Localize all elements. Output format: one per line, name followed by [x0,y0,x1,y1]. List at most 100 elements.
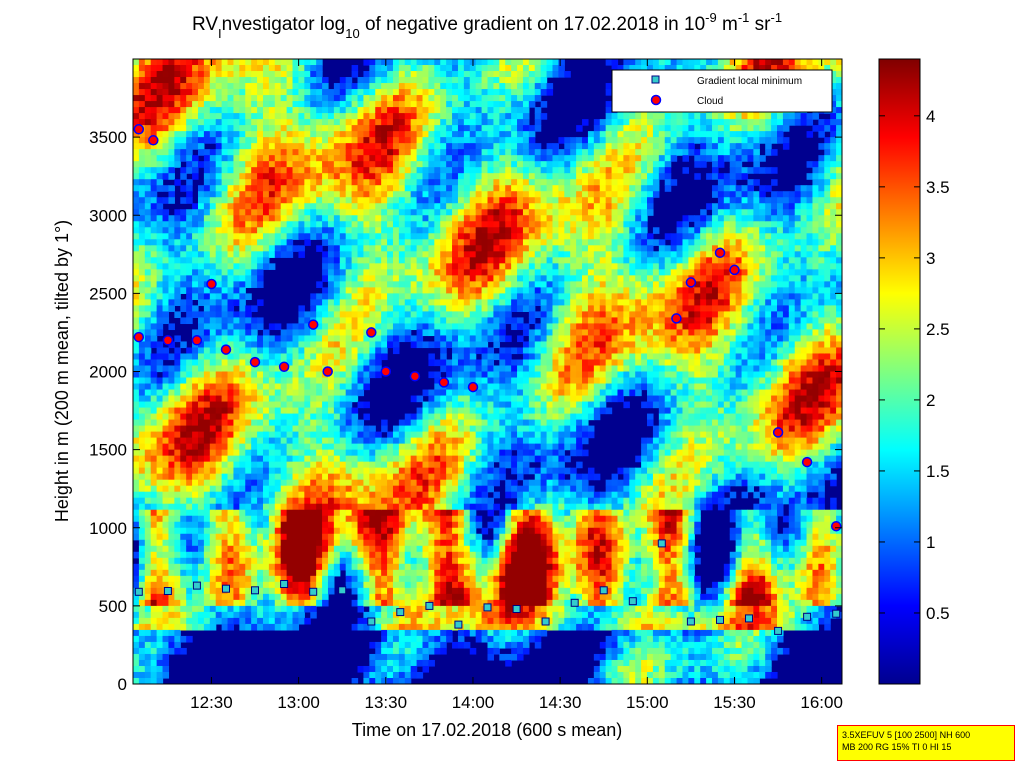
heatmap-cell [369,203,376,210]
heatmap-cell [339,95,347,102]
heatmap-cell [203,89,211,96]
heatmap-cell [156,185,164,192]
heatmap-cell [357,329,365,337]
heatmap-cell [369,557,376,565]
heatmap-cell [363,113,370,120]
heatmap-cell [245,581,252,589]
heatmap-cell [310,227,317,234]
heatmap-cell [452,293,459,300]
heatmap-cell [186,143,193,150]
heatmap-cell [168,617,175,625]
heatmap-cell [357,539,365,547]
heatmap-cell [280,155,288,162]
heatmap-cell [268,467,276,475]
heatmap-cell [333,557,341,565]
heatmap-cell [192,599,199,607]
heatmap-cell [369,149,376,156]
heatmap-cell [404,455,412,463]
heatmap-cell [375,449,382,457]
heatmap-cell [133,455,140,463]
heatmap-cell [221,419,229,427]
heatmap-cell [428,341,435,349]
heatmap-cell [398,599,406,607]
heatmap-cell [292,191,300,198]
heatmap-cell [162,401,170,409]
heatmap-cell [239,491,246,499]
heatmap-cell [446,83,453,90]
heatmap-cell [133,209,140,216]
heatmap-cell [156,665,164,673]
heatmap-cell [144,617,152,625]
heatmap-cell [150,119,158,126]
heatmap-cell [209,353,217,361]
heatmap-cell [209,389,217,397]
heatmap-cell [310,167,317,174]
heatmap-cell [292,137,300,144]
heatmap-cell [245,467,252,475]
heatmap-cell [268,419,276,427]
heatmap-cell [422,533,430,541]
heatmap-cell [387,287,394,294]
heatmap-cell [387,557,394,565]
heatmap-cell [327,179,335,186]
heatmap-cell [186,611,193,619]
heatmap-cell [434,383,441,391]
heatmap-cell [410,665,418,673]
heatmap-cell [150,227,158,234]
heatmap-cell [245,533,252,541]
heatmap-cell [233,431,240,439]
heatmap-cell [398,671,406,679]
heatmap-cell [257,215,264,222]
heatmap-cell [168,515,175,523]
heatmap-cell [156,293,164,300]
heatmap-cell [310,431,317,439]
heatmap-cell [162,515,170,523]
heatmap-cell [369,641,376,649]
heatmap-cell [363,431,370,439]
heatmap-cell [381,77,388,84]
heatmap-cell [274,83,282,90]
heatmap-cell [209,179,217,186]
heatmap-cell [351,239,359,246]
heatmap-cell [404,659,412,667]
heatmap-cell [298,467,305,475]
heatmap-cell [192,263,199,270]
heatmap-cell [322,401,329,409]
heatmap-cell [162,125,170,132]
heatmap-cell [168,275,175,282]
heatmap-cell [197,413,205,421]
heatmap-cell [203,473,211,481]
heatmap-cell [203,491,211,499]
heatmap-cell [452,509,459,517]
heatmap-cell [144,227,152,234]
heatmap-cell [392,293,400,300]
heatmap-cell [262,83,270,90]
heatmap-cell [310,233,317,240]
heatmap-cell [310,389,317,397]
heatmap-cell [452,449,459,457]
heatmap-cell [310,563,317,571]
heatmap-cell [298,491,305,499]
heatmap-cell [398,653,406,661]
heatmap-cell [144,287,152,294]
heatmap-cell [387,119,394,126]
heatmap-cell [452,83,459,90]
heatmap-cell [369,107,376,114]
heatmap-cell [404,599,412,607]
heatmap-cell [251,461,258,469]
heatmap-cell [239,161,246,168]
heatmap-cell [333,371,341,379]
heatmap-cell [203,215,211,222]
heatmap-cell [144,305,152,312]
heatmap-cell [227,467,235,475]
heatmap-cell [404,635,412,643]
heatmap-cell [446,257,453,264]
heatmap-cell [168,443,175,451]
heatmap-cell [322,221,329,228]
heatmap-cell [268,395,276,403]
heatmap-cell [381,437,388,445]
heatmap-cell [180,467,187,475]
heatmap-cell [251,389,258,397]
heatmap-cell [174,269,181,276]
heatmap-cell [345,137,353,144]
